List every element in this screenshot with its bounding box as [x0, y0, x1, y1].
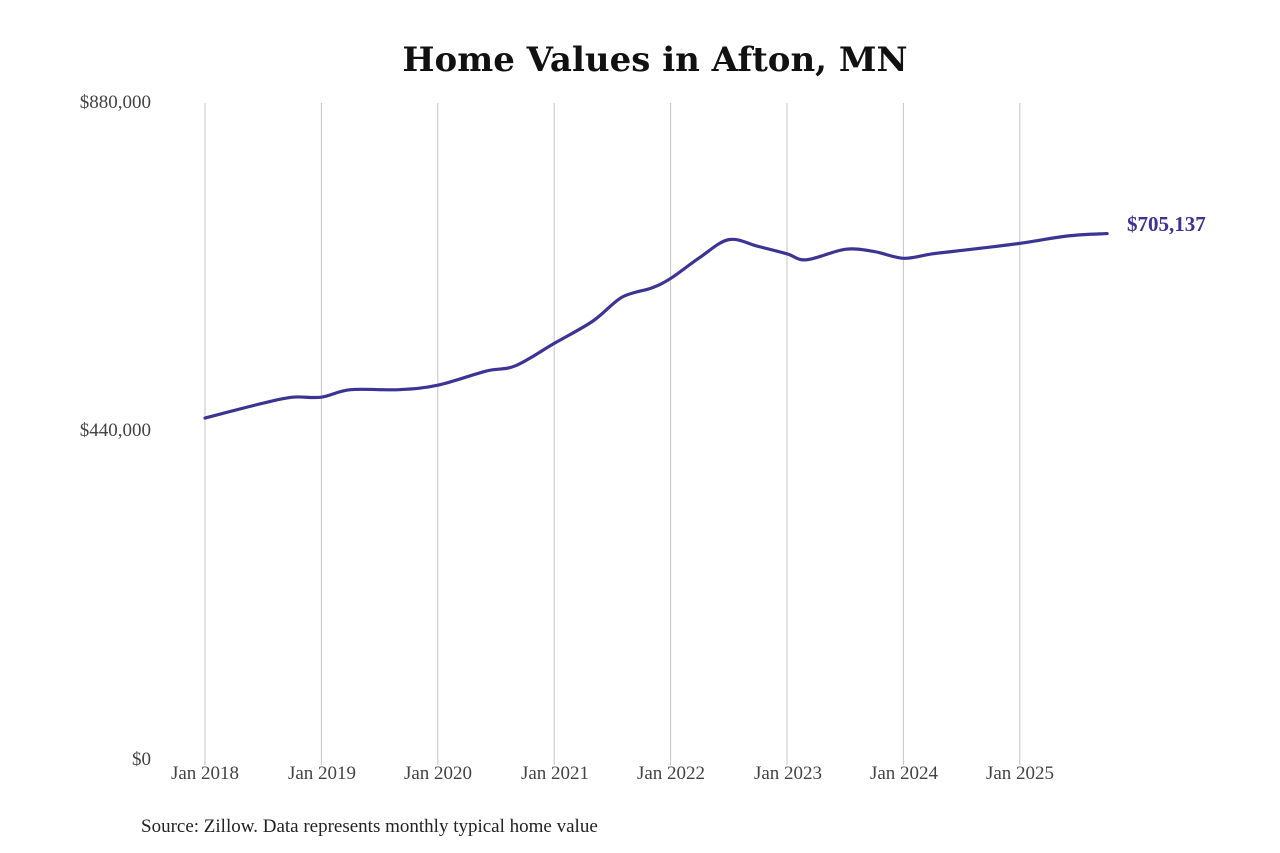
x-tick-label: Jan 2018 [170, 763, 240, 784]
source-note: Source: Zillow. Data represents monthly … [141, 816, 598, 837]
x-tick-label: Jan 2022 [636, 763, 706, 784]
y-tick-label-0: $0 [132, 749, 151, 770]
y-tick-label-880000: $880,000 [79, 92, 151, 113]
x-tick-label: Jan 2020 [403, 763, 473, 784]
x-tick-label: Jan 2023 [753, 763, 823, 784]
y-tick-label-440000: $440,000 [79, 420, 151, 441]
home-value-line [203, 231, 1109, 420]
x-tick-label: Jan 2021 [520, 763, 590, 784]
x-tick-label: Jan 2024 [869, 763, 939, 784]
end-value-label: $705,137 [1127, 212, 1206, 236]
x-tick-label: Jan 2019 [287, 763, 357, 784]
x-tick-label: Jan 2025 [985, 763, 1055, 784]
chart-title: Home Values in Afton, MN [402, 40, 908, 80]
